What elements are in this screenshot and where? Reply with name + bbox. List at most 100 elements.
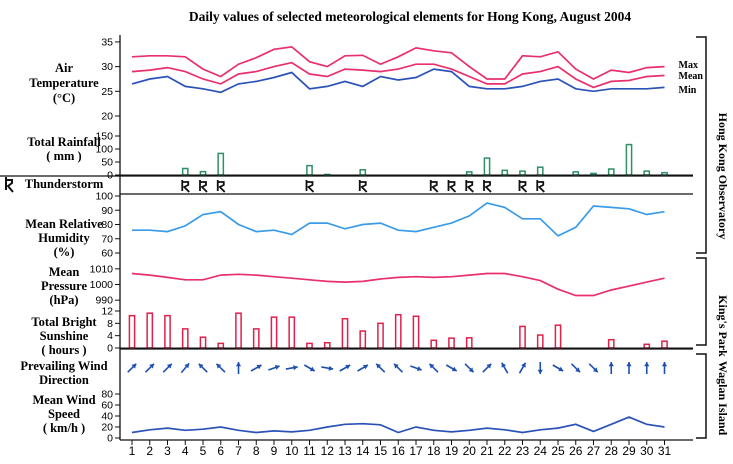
wind-arrow-head: [345, 364, 351, 370]
air_temperature-series-line: [131, 61, 665, 89]
wind-arrow: [626, 362, 632, 374]
thunderstorm-symbol: [305, 180, 315, 193]
wind-arrow-head: [468, 367, 474, 373]
thunderstorm-icon: [5, 177, 14, 193]
x-tick-label: 24: [534, 444, 548, 458]
total_rainfall-ytick-label: 100: [95, 144, 113, 156]
thunderstorm-label-line: Thunderstorm: [25, 177, 104, 191]
total_bright_sunshine-bar: [270, 316, 278, 349]
wind-arrow-head: [592, 367, 598, 373]
x-tick-label: 29: [622, 444, 636, 458]
mean_wind_speed-series-line: [131, 416, 665, 434]
wind-arrow-head: [274, 364, 280, 370]
thunderstorm-symbol: [465, 180, 474, 193]
wind-arrow-head: [429, 363, 435, 369]
x-tick-label: 25: [551, 444, 565, 458]
total_rainfall-bar: [625, 143, 633, 176]
air_temperature-ytick-label: 35: [101, 36, 113, 48]
wind-arrow-head: [235, 362, 242, 367]
thunderstorm-symbol: [429, 180, 439, 193]
wind-arrow: [464, 363, 475, 373]
total_bright_sunshine-bar: [448, 337, 455, 349]
wind-arrow: [570, 363, 581, 373]
wind-arrow-head: [501, 362, 507, 368]
total_bright_sunshine-ytick-label: 12: [101, 306, 113, 318]
wind-arrow: [552, 364, 564, 372]
chart-title: Daily values of selected meteorological …: [189, 9, 632, 24]
mean_wind_speed-ytick-label: 60: [101, 400, 113, 412]
mean_wind_speed-ytick-label: 80: [101, 389, 113, 401]
x-tick-label: 13: [338, 444, 352, 458]
x-tick-label: 21: [480, 444, 494, 458]
bracket-kings-park: [696, 257, 707, 346]
x-tick-label: 3: [164, 444, 171, 458]
wind-arrow-head: [575, 367, 580, 373]
wind-arrow-head: [558, 366, 564, 372]
total_bright_sunshine-bar: [465, 337, 473, 349]
total_bright_sunshine-bar: [359, 330, 367, 349]
wind-arrow: [445, 364, 458, 372]
total_bright_sunshine-bar: [235, 312, 242, 349]
air_temperature-label-line: Temperature: [29, 76, 99, 90]
total_rainfall-bar: [607, 168, 615, 176]
total_rainfall-ytick-label: 150: [95, 131, 113, 143]
wind-arrow: [235, 362, 242, 374]
station-label-waglan-island: Waglan Island: [716, 361, 730, 436]
total_rainfall-ytick-label: 0: [107, 170, 113, 182]
bracket-waglan-island: [696, 353, 707, 439]
air_temperature-label-line: Air: [55, 61, 74, 75]
wind-arrow-head: [256, 364, 262, 370]
thunderstorm-symbol: [199, 180, 208, 193]
x-tick-label: 4: [182, 444, 189, 458]
wind-arrow: [588, 363, 599, 373]
wind-arrow: [482, 363, 492, 373]
total_rainfall-bar: [306, 164, 313, 176]
x-tick-label: 28: [605, 444, 619, 458]
total_bright_sunshine-bar: [661, 340, 668, 349]
air_temperature-series-line: [131, 68, 665, 94]
total_rainfall-bar: [217, 152, 225, 176]
wind-arrow-head: [166, 363, 172, 369]
total_bright_sunshine-bar: [607, 338, 615, 349]
total_bright_sunshine-bar: [643, 343, 651, 349]
wind-arrow-head: [394, 363, 399, 369]
air_temperature-series-line: [131, 46, 665, 80]
thunderstorm-symbol: [216, 180, 226, 193]
total_bright_sunshine-bar: [128, 314, 136, 349]
wind-arrow: [198, 363, 208, 373]
wind-arrow-head: [451, 366, 457, 372]
total_bright_sunshine-bar: [377, 322, 384, 349]
mean_relative_humidity-label-line: (%): [54, 245, 75, 259]
air_temperature-ytick-label: 20: [101, 111, 113, 123]
wind-arrow-head: [309, 366, 315, 372]
total_rainfall-bar: [483, 157, 491, 176]
x-tick-label: 14: [356, 444, 370, 458]
mean_relative_humidity-label-line: Mean Relative: [25, 217, 103, 231]
mean_wind_speed-label-line: Mean Wind: [32, 393, 95, 407]
total_bright_sunshine-bar: [554, 324, 562, 349]
total_bright_sunshine-bar: [288, 316, 296, 349]
wind-arrow: [410, 365, 422, 372]
air_temperature-series-label: Mean: [679, 71, 704, 82]
wind-arrow-head: [363, 364, 368, 370]
total_rainfall-label-line: ( mm ): [46, 149, 81, 163]
wind-arrow: [162, 363, 173, 373]
total_bright_sunshine-bar: [181, 328, 189, 349]
total_bright_sunshine-bar: [306, 342, 313, 349]
total_bright_sunshine-label-line: ( hours ): [41, 343, 86, 357]
thunderstorm-symbol: [447, 180, 457, 193]
mean_wind_speed-ytick-label: 0: [107, 433, 113, 445]
x-tick-label: 12: [321, 444, 335, 458]
total_bright_sunshine-bar: [199, 336, 207, 349]
total_rainfall-bar: [519, 170, 526, 176]
mean_pressure-label-line: Pressure: [41, 279, 88, 293]
x-tick-label: 5: [200, 444, 207, 458]
wind-arrow: [357, 364, 369, 372]
total_rainfall-label-line: Total Rainfall: [27, 135, 101, 149]
wind-arrow-head: [293, 365, 298, 371]
x-tick-label: 20: [463, 444, 477, 458]
x-tick-label: 6: [217, 444, 224, 458]
wind-arrow: [375, 363, 386, 373]
wind-arrow-head: [521, 362, 526, 368]
